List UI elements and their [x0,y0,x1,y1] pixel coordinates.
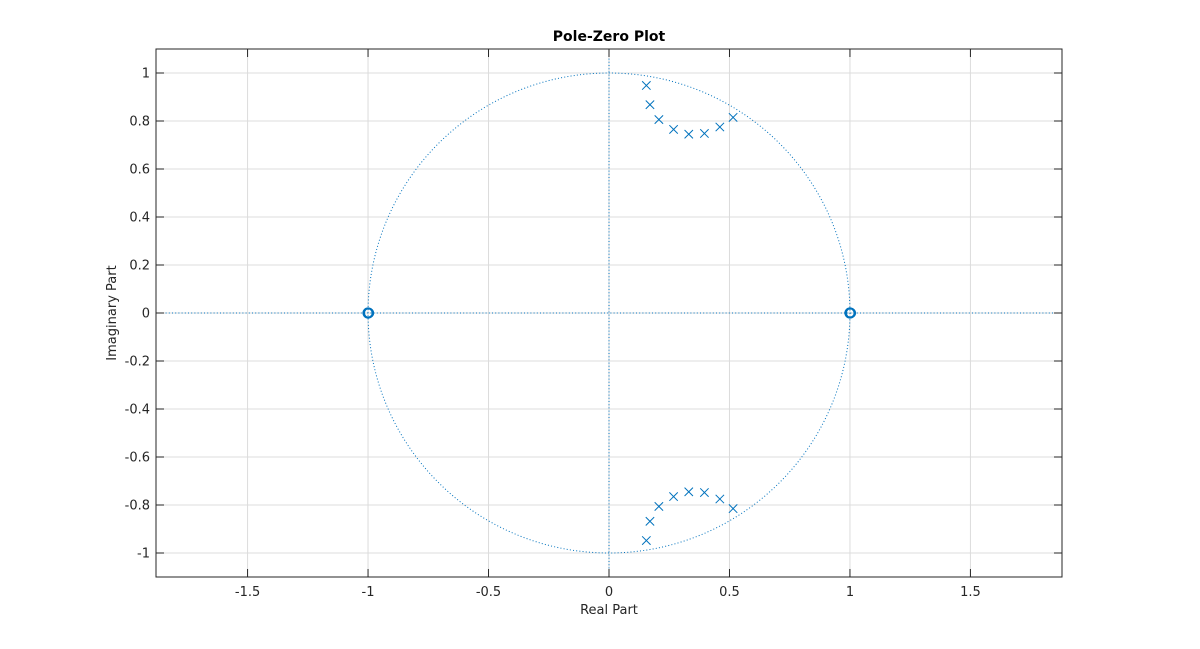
pole-marker [728,112,738,122]
y-tick-label: 0.4 [129,211,150,226]
pole-marker [654,501,664,511]
pole-marker [715,494,725,504]
y-axis-label: Imaginary Part [105,265,120,360]
pole-stroke [728,504,738,514]
pole-marker [684,129,694,139]
pole-marker [699,128,709,139]
pole-marker [641,80,651,91]
pole-stroke [715,122,725,132]
pole-stroke [728,112,738,122]
pole-stroke [641,80,651,91]
unit-circle [367,72,851,554]
pole-stroke [699,487,709,498]
x-tick-label: 1.5 [960,585,981,600]
pole-stroke [641,535,651,546]
y-tick-label: -0.2 [125,355,150,370]
pole-marker [699,487,709,498]
axis-ticks: -1.5 -1 -0.5 0 0.5 1 1.5 -1 -0.8 -0.6 -0.4 -0.2 0 0.2… [125,49,1062,600]
pole-stroke [645,100,655,110]
y-tick-label: 0.2 [129,259,150,274]
pole-marker [669,124,679,134]
y-tick-label: -0.6 [125,451,150,466]
chart-title: Pole-Zero Plot [553,29,666,45]
y-tick-label: 0 [142,307,150,322]
x-tick-label: -1 [362,585,375,600]
zero-marker [362,307,375,319]
pole-stroke [669,492,679,502]
pole-stroke [715,494,725,504]
pole-stroke [654,115,664,125]
pole-marker [654,115,664,125]
pole-marker [645,100,655,110]
pole-stroke [645,516,655,526]
pole-stroke [684,487,694,497]
pole-marker [669,492,679,502]
zero-ring [845,307,857,319]
pole-marker [684,487,694,497]
zero-ring [363,307,375,319]
grid-lines [156,49,1062,577]
pole-stroke [684,129,694,139]
pole-marker [715,122,725,132]
x-axis-label: Real Part [580,603,638,618]
pole-marker [728,504,738,514]
y-tick-label: 0.8 [129,115,150,130]
y-tick-label: 1 [142,67,150,82]
y-tick-label: -0.4 [125,403,150,418]
x-tick-label: 0 [605,585,613,600]
data-marks [362,80,857,546]
x-tick-label: 1 [846,585,854,600]
x-tick-label: -1.5 [235,585,260,600]
pole-stroke [654,501,664,511]
zero-marker [844,307,857,319]
pole-marker [645,516,655,526]
x-tick-label: 0.5 [719,585,740,600]
pole-marker [641,535,651,546]
y-tick-label: -1 [137,547,150,562]
pole-stroke [669,124,679,134]
x-tick-label: -0.5 [476,585,501,600]
reference-lines [156,49,1062,577]
y-tick-label: 0.6 [129,163,150,178]
pole-stroke [699,128,709,139]
y-tick-label: -0.8 [125,499,150,514]
